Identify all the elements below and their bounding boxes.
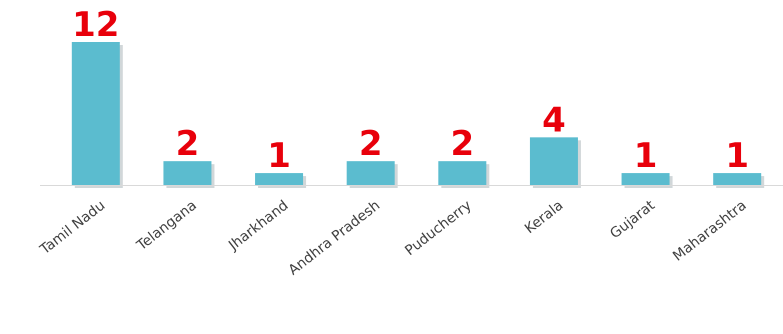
category-label: Maharashtra xyxy=(670,198,750,265)
category-label: Andhra Pradesh xyxy=(286,198,383,279)
bar xyxy=(163,161,212,185)
bar xyxy=(438,161,487,185)
data-label: 2 xyxy=(450,124,474,164)
category-label: Puducherry xyxy=(402,198,475,260)
category-label: Jharkhand xyxy=(225,198,291,255)
bar xyxy=(346,161,395,185)
data-label: 1 xyxy=(725,136,749,176)
category-label: Telangana xyxy=(133,198,200,255)
data-label: 2 xyxy=(176,124,200,164)
data-label: 1 xyxy=(634,136,658,176)
data-label: 12 xyxy=(72,5,119,45)
data-label: 2 xyxy=(359,124,383,164)
bar xyxy=(713,173,762,185)
bar xyxy=(71,42,120,185)
data-label: 4 xyxy=(542,100,566,140)
bar xyxy=(529,137,578,185)
bar xyxy=(621,173,670,185)
category-label: Gujarat xyxy=(607,197,658,242)
category-label: Kerala xyxy=(522,198,566,238)
bars xyxy=(71,42,762,185)
category-label: Tamil Nadu xyxy=(37,198,109,259)
data-label: 1 xyxy=(267,136,291,176)
bar xyxy=(255,173,304,185)
data-labels: 122 1 2 241 1 xyxy=(72,5,749,176)
